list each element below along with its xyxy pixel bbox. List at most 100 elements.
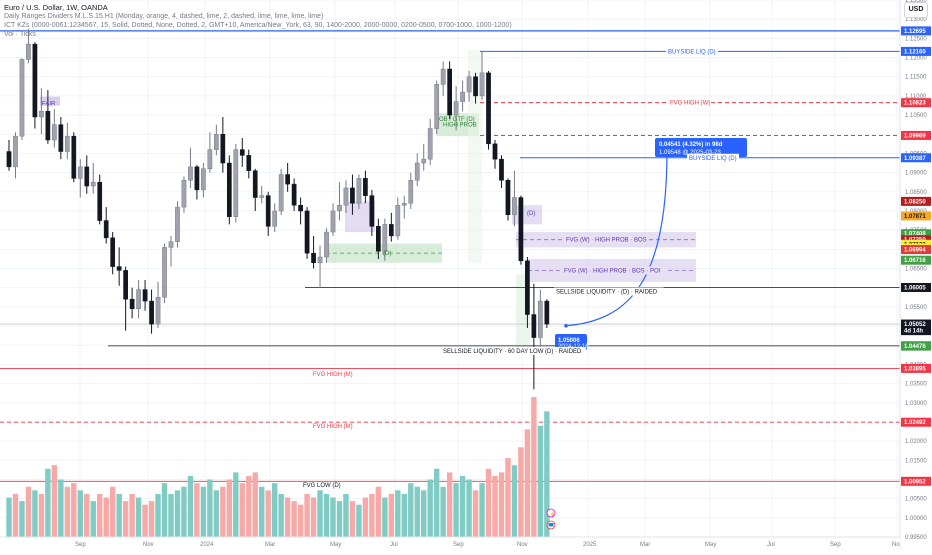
price-tag-label: 1.02492 [904, 420, 926, 426]
candle-body [486, 72, 491, 145]
volume-bar [220, 486, 226, 537]
price-tag-box [901, 476, 931, 486]
volume-bar [291, 501, 297, 537]
candle-body [103, 220, 109, 239]
sellside-liq-raided-label: SELLSIDE LIQUIDITY · (D) · RAIDED [556, 290, 658, 296]
price-tag-box [901, 282, 931, 292]
candle-body [492, 143, 498, 160]
volume-bar [58, 479, 64, 537]
volume-bar [194, 483, 200, 537]
candle-body [460, 91, 465, 102]
fvg-w-bos-poi-label-bg [562, 266, 666, 275]
candle-body [207, 149, 213, 170]
price-tag-label: 1.08250 [904, 199, 926, 205]
candle-body [226, 162, 232, 217]
candle-body [6, 151, 12, 168]
fvg-w-bos-poi-label: FVG (W) · HIGH PROB · BOS · POI [564, 268, 661, 274]
volume-bar [25, 486, 32, 537]
volume-bar [45, 468, 51, 537]
volume-bar [226, 479, 233, 537]
candle-body [58, 124, 64, 152]
candle-body [246, 155, 252, 171]
currency-button[interactable]: USD [904, 2, 928, 18]
price-tick-label: 1.00000 [905, 516, 927, 522]
price-tag-box [901, 363, 931, 373]
candle-body [252, 170, 258, 198]
lightning-icon [546, 508, 556, 518]
price-tag-box [901, 130, 931, 140]
candle-body [181, 180, 187, 208]
sellside-liq-60-label: SELLSIDE LIQUIDITY · 60 DAY LOW (D) · RA… [443, 349, 582, 355]
volume-bar [440, 486, 446, 537]
candle-body [512, 197, 517, 216]
volume-bar [6, 497, 12, 537]
candle-body [440, 68, 446, 85]
candle-body [538, 300, 543, 338]
fvg-w-bos-label: FVG (W) · HIGH PROB · BOS [566, 238, 647, 244]
volume-bar [349, 501, 356, 537]
candle-body [194, 166, 200, 191]
volume-bar [310, 497, 317, 537]
time-tick-label: May [705, 542, 716, 548]
volume-bar [142, 504, 148, 537]
indicator-ict-kz[interactable]: ICT KZs (0000-0061:1234567, 15, Solid, D… [4, 22, 512, 29]
time-tick-label: Sep [453, 542, 464, 548]
candle-body [162, 247, 167, 298]
candle-body [531, 314, 537, 338]
price-tag-label: 1.04476 [904, 344, 926, 350]
candle-body [479, 72, 485, 97]
indicator-daily-ranges[interactable]: Daily Ranges Dividers M.L.S.15.H1 (Monda… [4, 13, 324, 20]
candle-body [363, 178, 368, 196]
candle-body [304, 210, 310, 254]
price-tag-label: 1.07871 [904, 214, 926, 220]
time-tick-label: No [892, 542, 900, 548]
candle-body [39, 110, 44, 118]
volume-bar [103, 497, 109, 537]
volume-bar [537, 425, 544, 537]
symbol-title[interactable]: Euro / U.S. Dollar, 1W, OANDA [4, 3, 108, 12]
volume-bar [19, 501, 25, 537]
candle-body [214, 134, 219, 150]
candle-body [129, 298, 135, 310]
candle-body [421, 158, 427, 164]
price-tick-label: 1.03000 [905, 401, 927, 407]
price-tag-box [901, 229, 931, 239]
candle-body [414, 162, 420, 181]
candle-body [272, 210, 278, 227]
volume-bar [518, 447, 524, 537]
price-tag-box [901, 255, 931, 265]
volume-bar [362, 497, 369, 537]
candle-body [64, 135, 70, 152]
volume-bar [109, 486, 116, 537]
volume-bar [71, 483, 77, 537]
volume-bar [369, 493, 375, 537]
sellside-liq-60-label-bg [441, 346, 586, 355]
price-tag-box [901, 26, 931, 36]
candle-body [84, 166, 90, 187]
candle-body [350, 187, 355, 204]
indicator-volume[interactable]: Vol · Ticks [4, 31, 36, 38]
price-tick-label: 0.99500 [905, 535, 927, 541]
candle-body [499, 158, 504, 181]
volume-bar [246, 475, 252, 537]
candle-body [324, 231, 329, 258]
price-tag-label: 1.09387 [904, 156, 926, 162]
candle-body [343, 187, 349, 206]
candle-body [382, 224, 388, 252]
volume-bar [505, 458, 511, 537]
volume-bar [401, 493, 407, 537]
candle-body [395, 204, 401, 237]
volume-bar [122, 501, 129, 537]
candle-body [265, 195, 271, 227]
buyside-liq-top-label: BUYSIDE LIQ (D) [668, 49, 716, 55]
candle-body [13, 135, 18, 168]
price-tag-label: 1.12695 [904, 29, 926, 35]
price-tick-label: 1.06500 [905, 267, 927, 273]
candle-body [388, 224, 394, 237]
volume-bar [161, 483, 168, 537]
price-tag-box [901, 319, 931, 329]
volume-bar [382, 497, 388, 537]
price-tag-label: 1.07408 [904, 232, 926, 238]
